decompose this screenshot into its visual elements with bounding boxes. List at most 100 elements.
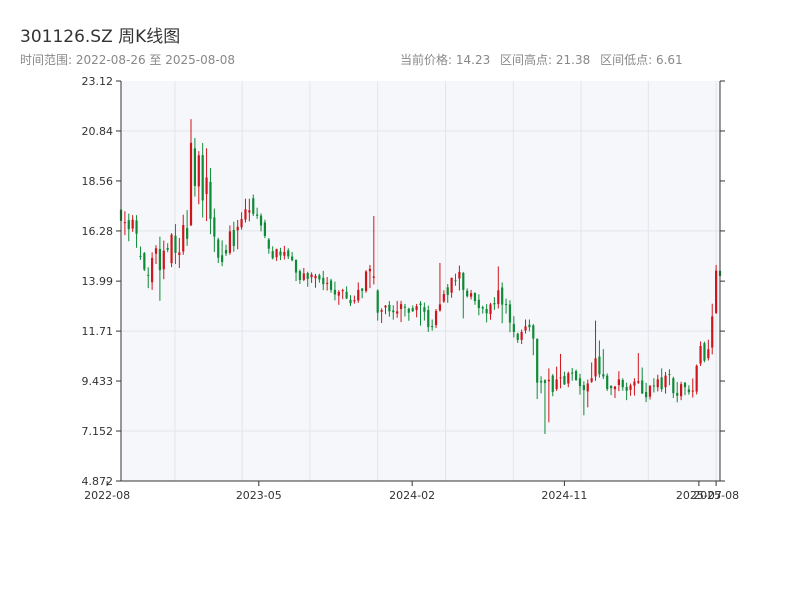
- candle-body: [656, 379, 659, 388]
- candle-body: [388, 304, 391, 312]
- candle-body: [127, 220, 130, 230]
- candle-body: [209, 181, 212, 219]
- candle-body: [434, 310, 438, 326]
- candle-body: [345, 291, 348, 299]
- chart-title: 301126.SZ 周K线图: [20, 27, 181, 47]
- candle-body: [438, 304, 442, 311]
- candle-body: [217, 239, 220, 258]
- candle-body: [707, 349, 710, 359]
- candle-body: [454, 280, 457, 282]
- candle-body: [466, 290, 469, 297]
- candle-body: [364, 271, 368, 291]
- candle-body: [485, 308, 488, 314]
- candle-body: [508, 304, 512, 323]
- candle-body: [633, 381, 636, 386]
- candle-body: [699, 346, 702, 364]
- candle-body: [123, 222, 126, 224]
- candle-body: [578, 378, 582, 387]
- y-tick-label: 11.71: [82, 325, 114, 338]
- candle-body: [501, 287, 504, 305]
- candle-body: [637, 381, 640, 383]
- candle-body: [547, 379, 550, 382]
- candle-body: [372, 276, 375, 278]
- candle-body: [423, 307, 426, 312]
- candle-body: [536, 338, 539, 383]
- candle-body: [477, 299, 480, 309]
- range-low-label: 区间低点: 6.61: [600, 53, 683, 67]
- candle-body: [236, 226, 239, 231]
- candle-body: [602, 374, 605, 377]
- candle-body: [516, 333, 519, 340]
- axes: 4.872 7.152 9.433 11.71 13.99 16.28 18.56 20.84…: [82, 75, 740, 502]
- candle-body: [205, 177, 208, 195]
- candle-body: [415, 306, 418, 311]
- candle-body: [213, 217, 216, 237]
- candle-body: [532, 325, 535, 339]
- candle-body: [162, 250, 165, 270]
- candle-body: [606, 375, 609, 389]
- candle-body: [361, 288, 364, 291]
- candle-body: [687, 389, 690, 393]
- candle-body: [135, 220, 138, 234]
- candle-body: [613, 386, 617, 390]
- plot-area: [121, 81, 720, 481]
- candle-body: [143, 253, 146, 270]
- candle-body: [598, 356, 601, 375]
- candle-body: [147, 274, 150, 276]
- candle-body: [298, 271, 302, 281]
- candle-body: [263, 222, 267, 236]
- candle-body: [563, 376, 566, 385]
- candle-body: [625, 387, 628, 391]
- candle-body: [571, 372, 574, 374]
- candle-body: [427, 310, 430, 328]
- candle-body: [481, 307, 484, 309]
- candle-body: [555, 379, 558, 389]
- candle-body: [664, 375, 667, 388]
- candle-body: [139, 255, 142, 257]
- candle-body: [609, 385, 613, 389]
- gridlines: [121, 81, 720, 481]
- date-range-label: 时间范围: 2022-08-26 至 2025-08-08: [20, 53, 235, 67]
- candle-body: [357, 289, 360, 301]
- candle-body: [691, 390, 694, 392]
- range-high-label: 区间高点: 21.38: [500, 53, 591, 67]
- candle-body: [333, 289, 337, 295]
- candle-body: [294, 259, 298, 273]
- candle-body: [680, 384, 683, 397]
- candle-body: [551, 375, 554, 392]
- y-tick-label: 18.56: [82, 175, 114, 188]
- y-tick-label: 16.28: [82, 225, 114, 238]
- candle-body: [275, 249, 278, 258]
- candle-body: [302, 273, 305, 280]
- candle-body: [396, 311, 399, 314]
- candle-body: [489, 304, 492, 315]
- candle-body: [197, 155, 200, 187]
- candle-body: [617, 379, 620, 386]
- candle-body: [543, 380, 547, 384]
- candle-body: [715, 270, 718, 313]
- y-tick-label: 23.12: [82, 75, 114, 88]
- candle-body: [703, 343, 706, 361]
- candle-body: [473, 292, 477, 302]
- candle-body: [660, 377, 663, 390]
- candle-body: [291, 256, 294, 261]
- candle-body: [131, 219, 134, 229]
- x-tick-label: 2024-11: [541, 489, 587, 502]
- candle-body: [520, 331, 523, 340]
- candle-body: [668, 374, 671, 376]
- x-tick-label: 2025-07: [676, 489, 722, 502]
- candle-body: [594, 358, 597, 377]
- candle-body: [380, 310, 383, 312]
- candle-body: [283, 251, 286, 256]
- candle-body: [419, 303, 422, 306]
- candle-body: [469, 293, 473, 297]
- candle-body: [528, 324, 531, 328]
- x-tick-label: 2024-02: [389, 489, 435, 502]
- candle-body: [326, 282, 329, 284]
- candle-body: [224, 250, 228, 254]
- candle-body: [539, 380, 543, 383]
- candle-body: [174, 235, 177, 253]
- candle-body: [458, 271, 461, 279]
- candle-body: [182, 225, 185, 252]
- candle-body: [590, 378, 593, 382]
